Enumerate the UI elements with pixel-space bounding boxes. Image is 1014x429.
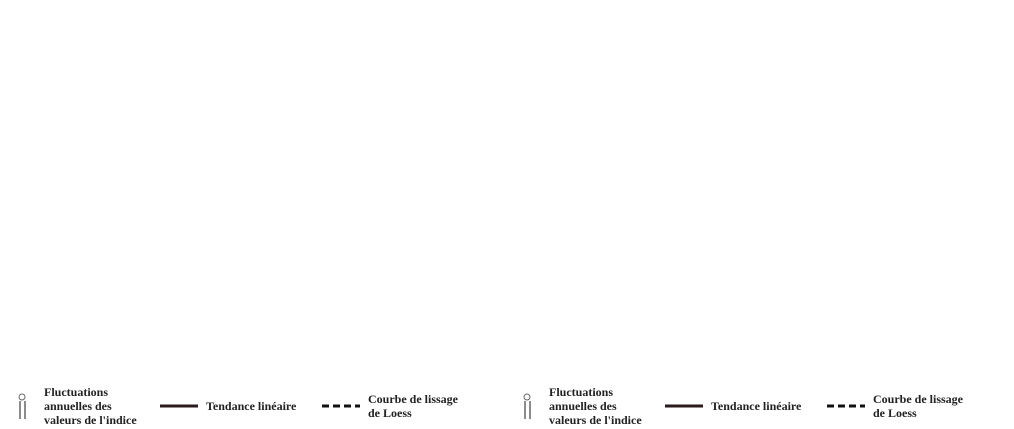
legend-label: Fluctuations annuelles des valeurs de l'… — [44, 385, 137, 427]
legend-item: Fluctuations annuelles des valeurs de l'… — [519, 385, 649, 427]
legend-marker — [523, 393, 531, 401]
legend-symbol — [18, 393, 26, 419]
legend-symbol — [523, 393, 531, 419]
legend-item: Fluctuations annuelles des valeurs de l'… — [14, 385, 144, 427]
chart-panel: CWDYearR2= 1.1 p-value= 0.538 Slope esti… — [0, 0, 507, 427]
chart: CWD_Klk_rclim_1980-2015CWDYearR2= 0.6 p-… — [507, 0, 1014, 384]
legend: Fluctuations annuelles des valeurs de l'… — [507, 384, 1014, 428]
legend-label: Tendance linéaire — [711, 399, 802, 413]
legend-label: Fluctuations annuelles des valeurs de l'… — [549, 385, 642, 427]
chart: CWDYearR2= 1.1 p-value= 0.538 Slope esti… — [0, 0, 507, 384]
legend-label: Tendance linéaire — [206, 399, 297, 413]
legend-label: Courbe de lissage de Loess — [368, 392, 458, 420]
legend-label: Courbe de lissage de Loess — [873, 392, 963, 420]
legend-symbol — [322, 404, 360, 408]
legend-item: Tendance linéaire — [158, 391, 306, 421]
legend: Fluctuations annuelles des valeurs de l'… — [0, 384, 521, 428]
chart-panel: CWD_Klk_rclim_1980-2015CWDYearR2= 0.6 p-… — [507, 0, 1014, 429]
legend-symbol — [827, 404, 865, 408]
legend-item: Courbe de lissage de Loess — [320, 391, 463, 421]
legend-symbol — [160, 404, 198, 408]
legend-marker — [18, 393, 26, 401]
legend-item: Courbe de lissage de Loess — [825, 391, 968, 421]
legend-item: Tendance linéaire — [663, 391, 811, 421]
legend-symbol — [665, 404, 703, 408]
